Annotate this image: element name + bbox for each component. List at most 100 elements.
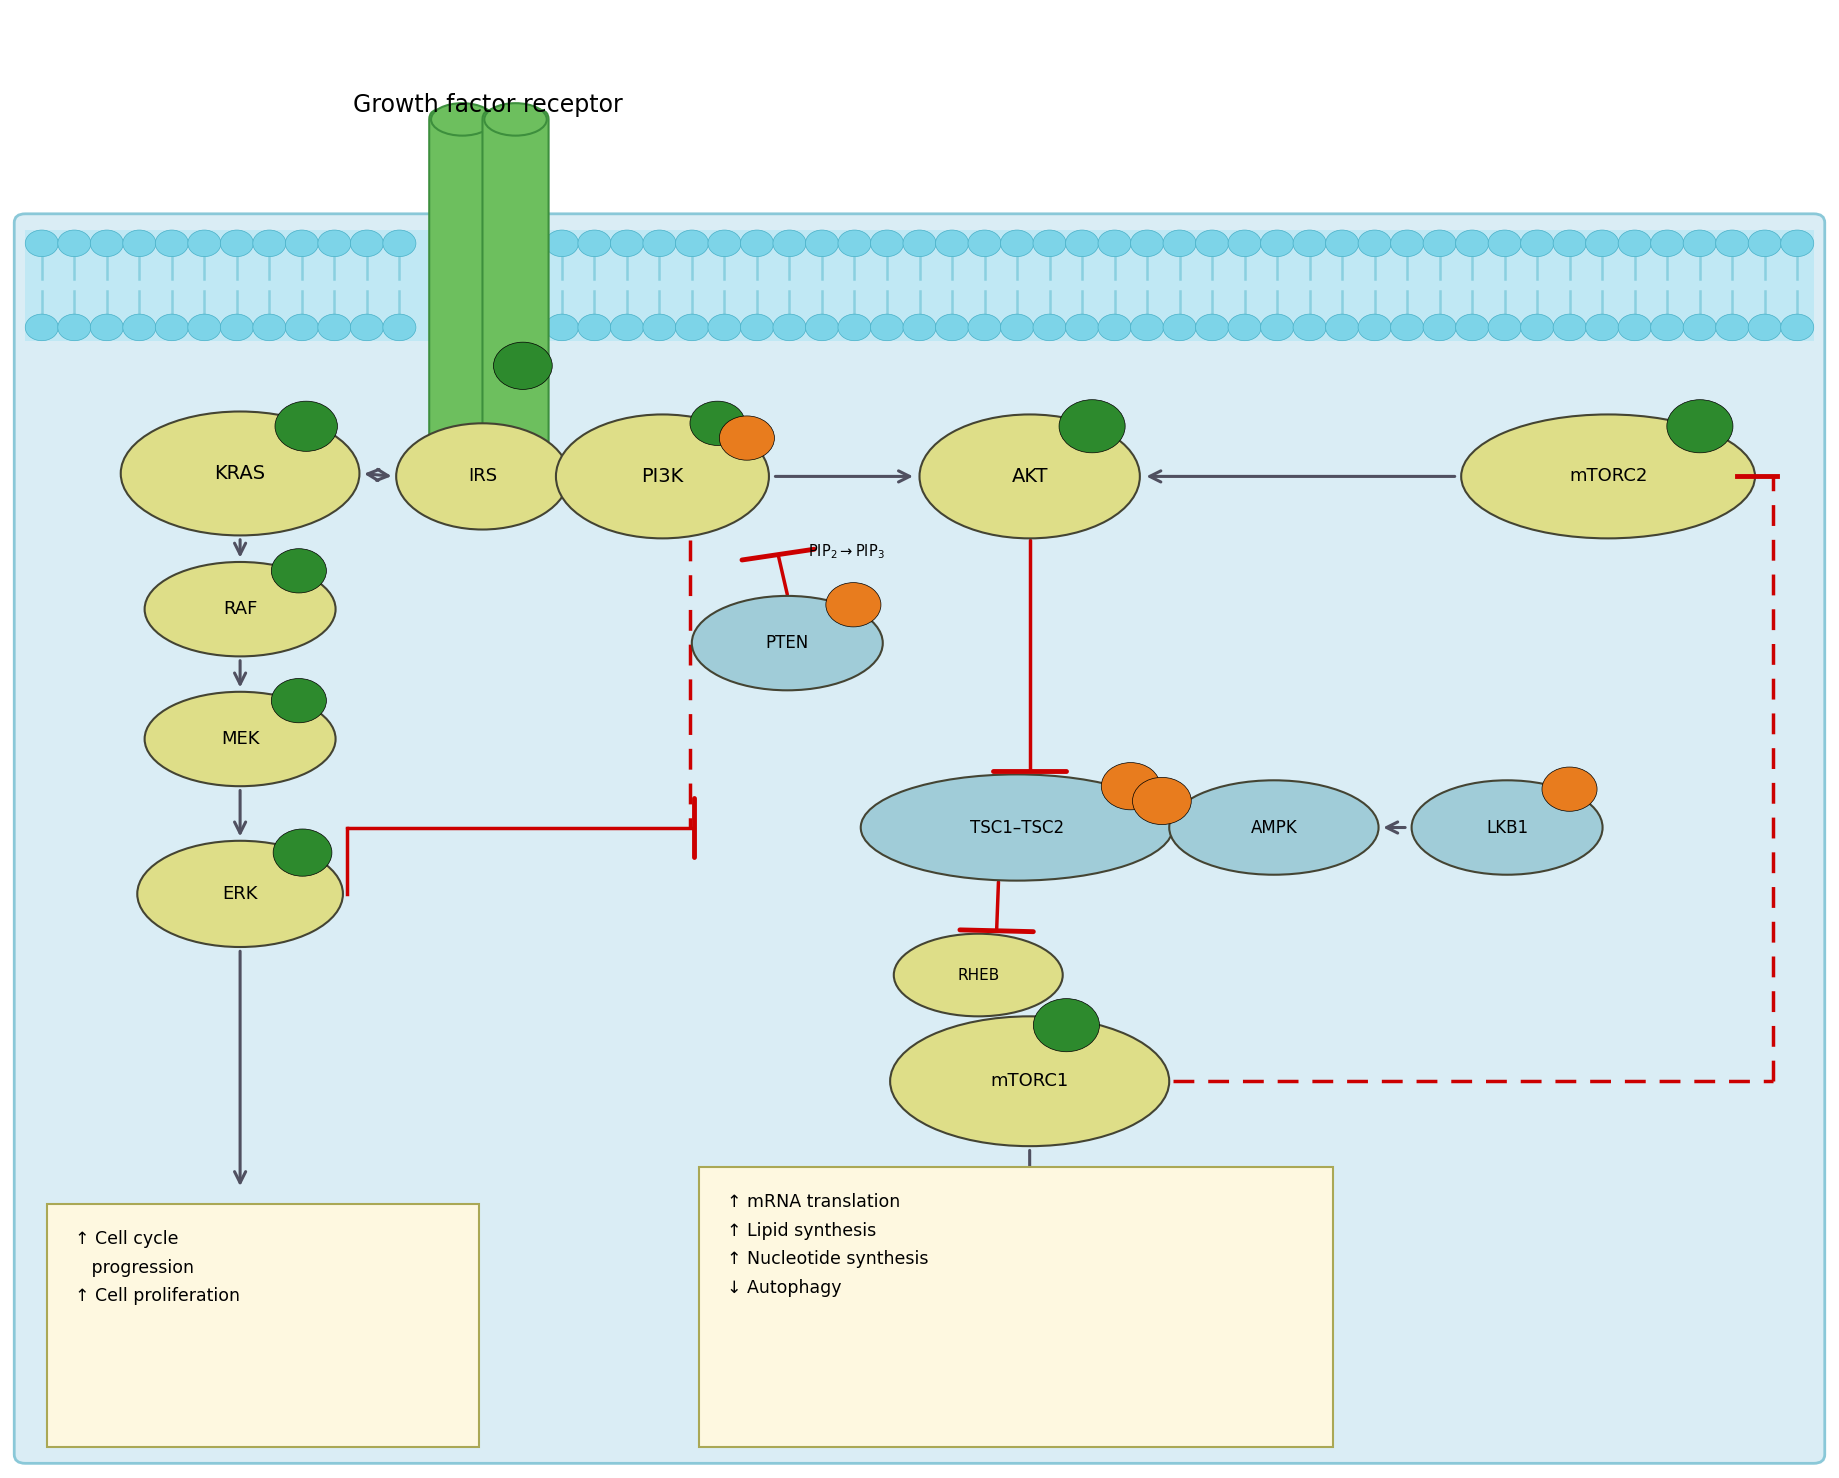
Circle shape bbox=[1326, 315, 1359, 341]
Ellipse shape bbox=[691, 596, 883, 690]
Ellipse shape bbox=[555, 414, 769, 538]
Circle shape bbox=[1059, 399, 1125, 452]
Circle shape bbox=[675, 315, 708, 341]
Ellipse shape bbox=[1412, 780, 1602, 875]
Circle shape bbox=[719, 415, 774, 460]
FancyBboxPatch shape bbox=[15, 214, 1824, 1463]
Circle shape bbox=[1034, 315, 1067, 341]
Circle shape bbox=[1065, 315, 1098, 341]
Circle shape bbox=[276, 401, 337, 451]
Circle shape bbox=[1133, 777, 1192, 825]
Circle shape bbox=[188, 231, 221, 257]
Circle shape bbox=[1357, 231, 1390, 257]
FancyBboxPatch shape bbox=[699, 1166, 1333, 1447]
Circle shape bbox=[351, 315, 383, 341]
Circle shape bbox=[1102, 763, 1160, 810]
Circle shape bbox=[1541, 767, 1596, 811]
Circle shape bbox=[1423, 231, 1456, 257]
Ellipse shape bbox=[395, 423, 568, 529]
Text: mTORC1: mTORC1 bbox=[991, 1072, 1068, 1091]
Ellipse shape bbox=[484, 103, 546, 136]
Circle shape bbox=[1260, 315, 1293, 341]
Text: IRS: IRS bbox=[467, 467, 497, 485]
Circle shape bbox=[1065, 231, 1098, 257]
Text: LKB1: LKB1 bbox=[1486, 819, 1528, 837]
Circle shape bbox=[383, 315, 416, 341]
Circle shape bbox=[493, 343, 552, 389]
Circle shape bbox=[1749, 231, 1782, 257]
Circle shape bbox=[1456, 231, 1488, 257]
Circle shape bbox=[1585, 315, 1618, 341]
Circle shape bbox=[826, 582, 881, 627]
Text: KRAS: KRAS bbox=[215, 464, 265, 483]
Circle shape bbox=[936, 231, 969, 257]
Circle shape bbox=[1651, 231, 1685, 257]
Ellipse shape bbox=[890, 1017, 1170, 1145]
Circle shape bbox=[1098, 315, 1131, 341]
Circle shape bbox=[772, 231, 805, 257]
Circle shape bbox=[708, 315, 741, 341]
Circle shape bbox=[1357, 315, 1390, 341]
Circle shape bbox=[26, 231, 59, 257]
Circle shape bbox=[90, 315, 123, 341]
Circle shape bbox=[805, 231, 839, 257]
Circle shape bbox=[870, 231, 903, 257]
Text: PI3K: PI3K bbox=[642, 467, 684, 486]
Circle shape bbox=[1000, 231, 1034, 257]
Text: mTORC2: mTORC2 bbox=[1569, 467, 1648, 485]
Circle shape bbox=[903, 231, 936, 257]
Circle shape bbox=[1683, 231, 1716, 257]
Circle shape bbox=[644, 231, 677, 257]
Text: RHEB: RHEB bbox=[956, 968, 999, 983]
Text: ↑ mRNA translation
↑ Lipid synthesis
↑ Nucleotide synthesis
↓ Autophagy: ↑ mRNA translation ↑ Lipid synthesis ↑ N… bbox=[726, 1193, 929, 1296]
Ellipse shape bbox=[920, 414, 1140, 538]
Circle shape bbox=[1780, 315, 1813, 341]
FancyBboxPatch shape bbox=[428, 109, 495, 454]
Circle shape bbox=[274, 829, 331, 876]
Text: RAF: RAF bbox=[223, 600, 257, 618]
Bar bbox=[26, 231, 1813, 341]
Circle shape bbox=[1423, 315, 1456, 341]
Circle shape bbox=[839, 231, 872, 257]
Circle shape bbox=[839, 315, 872, 341]
Circle shape bbox=[772, 315, 805, 341]
Circle shape bbox=[221, 315, 254, 341]
Circle shape bbox=[546, 231, 579, 257]
Text: PTEN: PTEN bbox=[765, 634, 809, 652]
FancyBboxPatch shape bbox=[48, 1203, 478, 1447]
Ellipse shape bbox=[145, 562, 335, 656]
Circle shape bbox=[1034, 231, 1067, 257]
Circle shape bbox=[383, 231, 416, 257]
Circle shape bbox=[1488, 315, 1521, 341]
Circle shape bbox=[675, 231, 708, 257]
Text: TSC1–TSC2: TSC1–TSC2 bbox=[969, 819, 1065, 837]
Circle shape bbox=[611, 315, 644, 341]
Circle shape bbox=[1326, 231, 1359, 257]
Text: AMPK: AMPK bbox=[1251, 819, 1296, 837]
Circle shape bbox=[351, 231, 383, 257]
Circle shape bbox=[644, 315, 677, 341]
Text: ERK: ERK bbox=[223, 885, 257, 903]
Ellipse shape bbox=[430, 103, 493, 136]
Circle shape bbox=[1293, 315, 1326, 341]
Circle shape bbox=[1034, 999, 1100, 1052]
Ellipse shape bbox=[145, 692, 335, 786]
Circle shape bbox=[1456, 315, 1488, 341]
Circle shape bbox=[154, 231, 188, 257]
FancyBboxPatch shape bbox=[482, 109, 548, 454]
Circle shape bbox=[1293, 231, 1326, 257]
Circle shape bbox=[1228, 231, 1262, 257]
Circle shape bbox=[57, 315, 90, 341]
Circle shape bbox=[577, 315, 611, 341]
Circle shape bbox=[870, 315, 903, 341]
Circle shape bbox=[252, 231, 285, 257]
Ellipse shape bbox=[121, 411, 359, 535]
Circle shape bbox=[1666, 399, 1732, 452]
Circle shape bbox=[1162, 315, 1195, 341]
Circle shape bbox=[1716, 231, 1749, 257]
Circle shape bbox=[252, 315, 285, 341]
Circle shape bbox=[1000, 315, 1034, 341]
Circle shape bbox=[1260, 231, 1293, 257]
Circle shape bbox=[1488, 231, 1521, 257]
Circle shape bbox=[1651, 315, 1685, 341]
